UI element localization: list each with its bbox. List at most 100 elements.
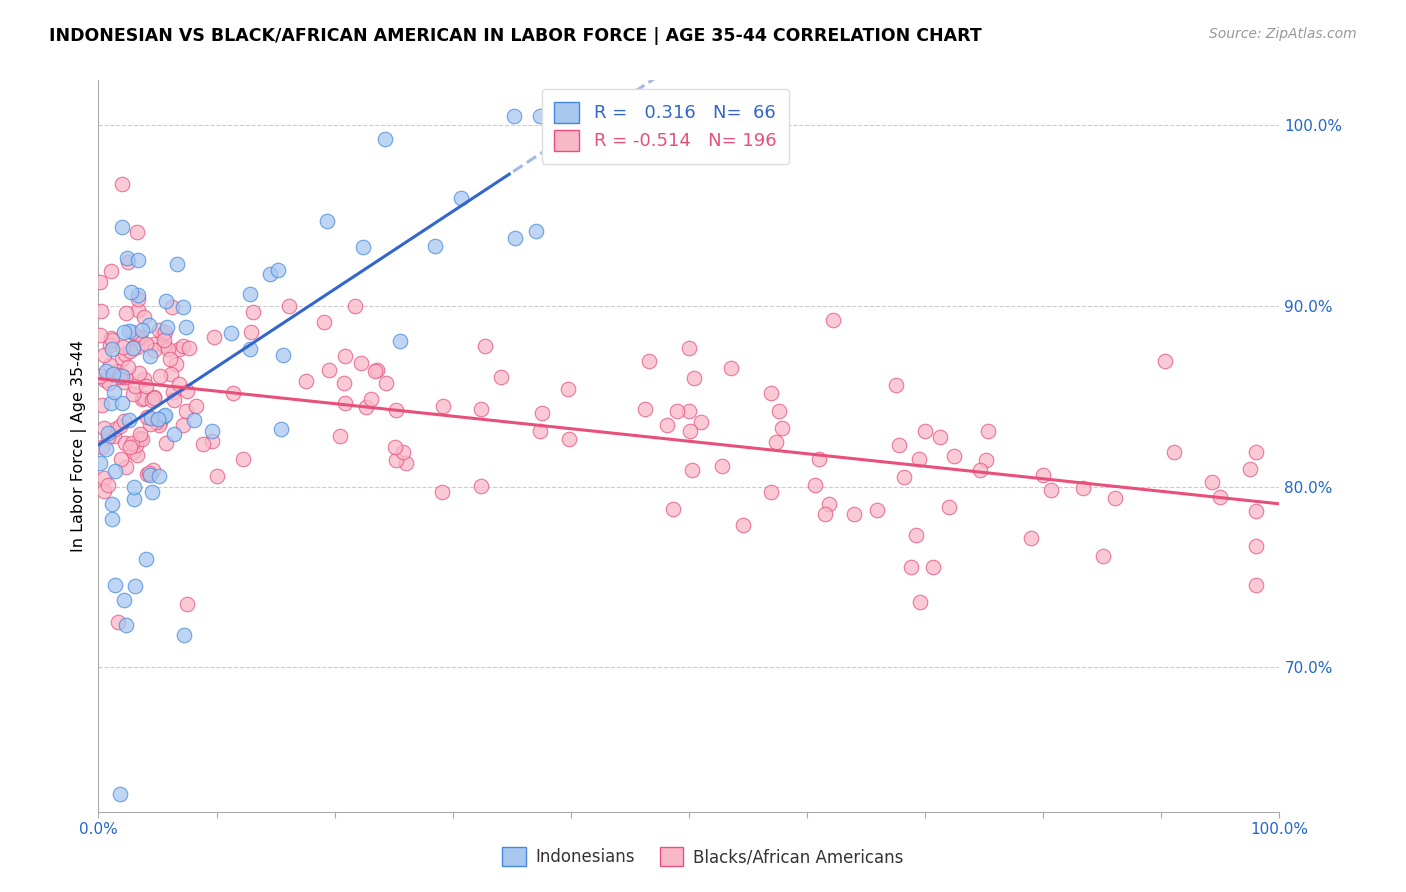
Point bbox=[143, 343, 166, 357]
Point bbox=[89, 275, 111, 289]
Point bbox=[117, 413, 139, 427]
Point bbox=[122, 445, 145, 459]
Point bbox=[450, 191, 472, 205]
Point bbox=[172, 417, 194, 432]
Point bbox=[103, 384, 125, 399]
Point bbox=[1104, 491, 1126, 505]
Point bbox=[938, 500, 960, 514]
Point bbox=[375, 376, 398, 390]
Point bbox=[333, 376, 356, 390]
Point bbox=[107, 615, 129, 629]
Point bbox=[558, 432, 581, 446]
Point bbox=[149, 415, 172, 429]
Point bbox=[142, 390, 165, 404]
Point bbox=[89, 456, 111, 470]
Point bbox=[135, 552, 157, 566]
Point bbox=[153, 408, 176, 422]
Point bbox=[101, 511, 124, 525]
Point bbox=[136, 410, 159, 425]
Point bbox=[679, 424, 702, 438]
Point bbox=[384, 440, 406, 454]
Point bbox=[678, 404, 700, 418]
Point bbox=[432, 399, 454, 413]
Point bbox=[104, 577, 127, 591]
Point bbox=[900, 559, 922, 574]
Point bbox=[804, 478, 827, 492]
Point bbox=[908, 595, 931, 609]
Point bbox=[893, 470, 915, 484]
Point bbox=[132, 310, 155, 324]
Point bbox=[160, 367, 183, 381]
Point bbox=[1239, 461, 1261, 475]
Point bbox=[183, 413, 205, 427]
Point bbox=[100, 497, 122, 511]
Point bbox=[93, 484, 115, 499]
Point bbox=[221, 385, 243, 400]
Point bbox=[205, 468, 228, 483]
Point bbox=[135, 467, 157, 481]
Point bbox=[389, 334, 412, 348]
Point bbox=[364, 364, 387, 378]
Text: Source: ZipAtlas.com: Source: ZipAtlas.com bbox=[1209, 27, 1357, 41]
Point bbox=[720, 361, 742, 376]
Point bbox=[98, 358, 121, 372]
Point bbox=[529, 109, 551, 123]
Point bbox=[392, 444, 415, 458]
Point bbox=[124, 379, 146, 393]
Point bbox=[155, 435, 177, 450]
Point bbox=[104, 422, 127, 436]
Point bbox=[470, 401, 492, 416]
Point bbox=[93, 348, 115, 362]
Point bbox=[1091, 549, 1114, 563]
Text: INDONESIAN VS BLACK/AFRICAN AMERICAN IN LABOR FORCE | AGE 35-44 CORRELATION CHAR: INDONESIAN VS BLACK/AFRICAN AMERICAN IN … bbox=[49, 27, 981, 45]
Point bbox=[1244, 504, 1267, 518]
Point bbox=[104, 464, 127, 478]
Point bbox=[153, 325, 176, 339]
Point bbox=[191, 437, 214, 451]
Legend: R =   0.316   N=  66, R = -0.514   N= 196: R = 0.316 N= 66, R = -0.514 N= 196 bbox=[541, 89, 789, 163]
Point bbox=[333, 396, 356, 410]
Point bbox=[122, 387, 145, 401]
Point bbox=[943, 449, 966, 463]
Point bbox=[111, 178, 134, 192]
Point bbox=[127, 292, 149, 306]
Point bbox=[634, 402, 657, 417]
Point bbox=[115, 251, 138, 265]
Point bbox=[904, 528, 927, 542]
Point bbox=[127, 287, 149, 301]
Point bbox=[159, 352, 181, 367]
Point bbox=[142, 337, 165, 351]
Point bbox=[354, 400, 377, 414]
Point bbox=[242, 305, 264, 319]
Point bbox=[503, 231, 526, 245]
Point bbox=[127, 225, 149, 239]
Point bbox=[502, 109, 524, 123]
Point bbox=[343, 299, 366, 313]
Point bbox=[101, 333, 124, 347]
Point bbox=[733, 518, 755, 533]
Point bbox=[111, 368, 134, 383]
Point bbox=[817, 497, 839, 511]
Point bbox=[91, 398, 114, 412]
Point bbox=[111, 352, 134, 367]
Point bbox=[117, 255, 139, 269]
Point bbox=[172, 300, 194, 314]
Point bbox=[100, 396, 122, 410]
Point bbox=[138, 318, 160, 332]
Point bbox=[98, 376, 121, 390]
Point bbox=[770, 421, 793, 435]
Point bbox=[141, 485, 163, 500]
Point bbox=[110, 370, 132, 384]
Point bbox=[202, 330, 225, 344]
Point bbox=[239, 343, 262, 357]
Point bbox=[129, 431, 152, 445]
Point bbox=[89, 327, 111, 342]
Point bbox=[395, 457, 418, 471]
Point bbox=[678, 341, 700, 355]
Point bbox=[118, 344, 141, 359]
Point bbox=[122, 492, 145, 507]
Point bbox=[681, 463, 703, 477]
Point bbox=[131, 323, 153, 337]
Point bbox=[866, 503, 889, 517]
Point bbox=[110, 220, 132, 235]
